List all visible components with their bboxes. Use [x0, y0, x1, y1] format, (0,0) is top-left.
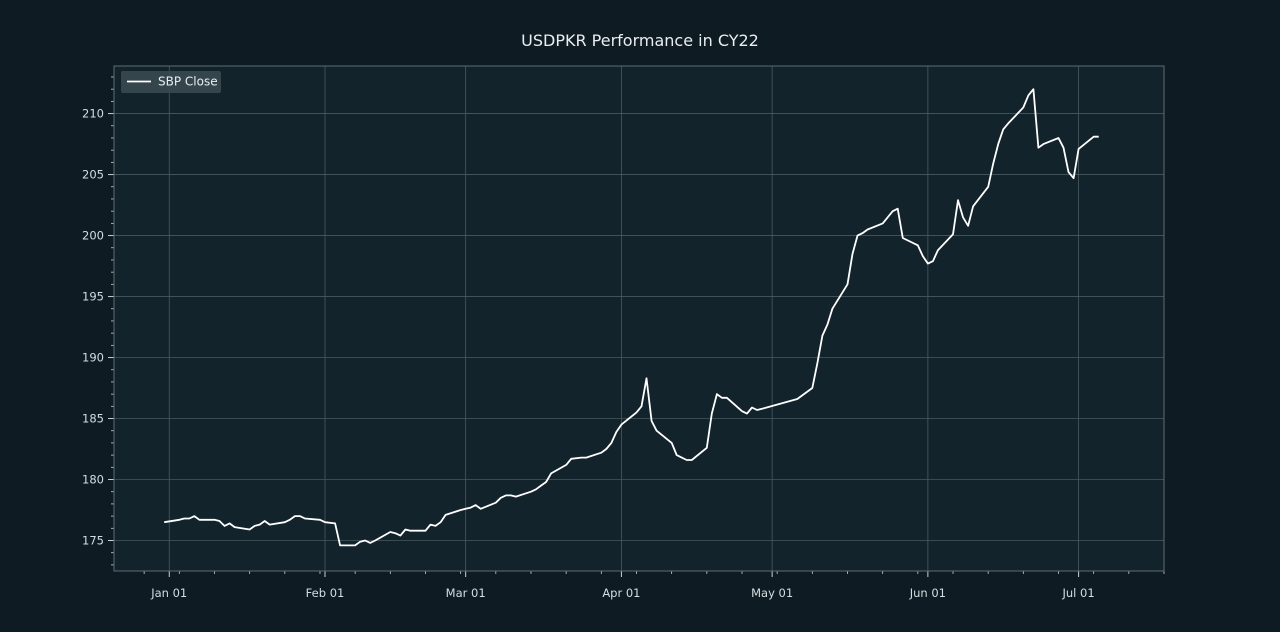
series-line-sbp-close: [164, 88, 1099, 547]
axis-ticks: Jan 01 Feb 01 Mar 01 Apr 01 May 01 Jun 01 Jul …: [82, 76, 1165, 600]
x-tick-label: Apr 01: [602, 586, 640, 600]
y-tick-label: 185: [82, 412, 104, 426]
y-tick-label: 175: [82, 534, 104, 548]
y-tick-label: 190: [82, 351, 104, 365]
x-tick-label: Mar 01: [446, 586, 486, 600]
y-tick-label: 180: [82, 473, 104, 487]
plot-frame: [113, 65, 1165, 572]
x-tick-label: Jul 01: [1062, 586, 1095, 600]
x-tick-label: May 01: [751, 586, 793, 600]
x-tick-label: Jun 01: [909, 586, 946, 600]
x-tick-label: Jan 01: [150, 586, 187, 600]
y-tick-label: 210: [82, 107, 104, 121]
y-tick-label: 200: [82, 229, 104, 243]
y-tick-label: 205: [82, 168, 104, 182]
legend-label-sbp-close: SBP Close: [158, 75, 218, 89]
x-tick-label: Feb 01: [306, 586, 345, 600]
y-tick-label: 195: [82, 290, 104, 304]
legend: SBP Close: [121, 71, 221, 93]
legend-box: [121, 71, 221, 93]
plot-area: [114, 66, 1164, 571]
series-layer: [164, 88, 1099, 547]
grid: [114, 66, 1164, 571]
chart-title: USDPKR Performance in CY22: [521, 31, 759, 50]
